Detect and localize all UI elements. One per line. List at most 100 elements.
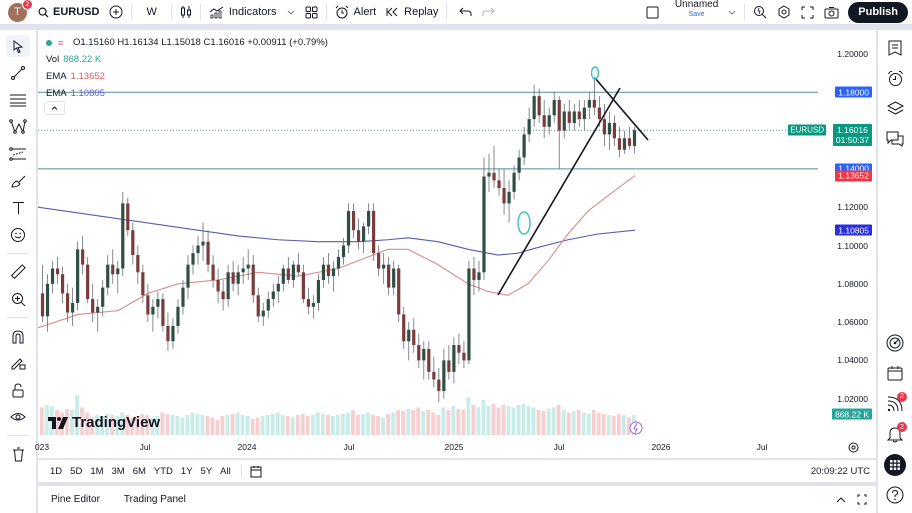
user-avatar[interactable]: T 2 (8, 0, 33, 22)
volume-bar (441, 407, 446, 435)
undo-button[interactable] (454, 0, 477, 24)
candle-body (221, 291, 225, 300)
chats-button[interactable] (882, 127, 908, 153)
chevron-up-icon[interactable] (836, 496, 846, 503)
text-icon (12, 202, 24, 214)
zoom-in-tool[interactable] (6, 288, 30, 310)
emoji-tool[interactable] (6, 224, 30, 246)
maximize-icon[interactable] (857, 494, 867, 505)
settings-icon[interactable] (848, 442, 859, 453)
range-1m[interactable]: 1M (90, 465, 104, 477)
candle-body (76, 249, 80, 303)
screener-button[interactable] (882, 330, 908, 356)
price-label: 1.02000 (837, 393, 868, 404)
symbol-name: EURUSD (53, 6, 100, 18)
time-axis[interactable]: 023 Jul 2024 Jul 2025 Jul 2026 Jul (35, 438, 876, 458)
candle-body (567, 111, 571, 123)
help-button[interactable] (882, 482, 908, 508)
alert-label: Alert (353, 6, 377, 18)
settings-button[interactable] (772, 0, 796, 24)
brush-tool[interactable] (6, 170, 30, 192)
top-toolbar: T 2 EURUSD W Indicators Alert (0, 0, 912, 27)
watchlist-button[interactable] (882, 35, 908, 61)
range-1d[interactable]: 1D (50, 465, 63, 477)
trend-line-tool[interactable] (6, 62, 30, 84)
snapshot-button[interactable] (819, 0, 844, 24)
measure-tool[interactable] (6, 261, 30, 283)
templates-button[interactable] (300, 0, 323, 24)
magnet-tool[interactable] (6, 325, 30, 347)
pattern-tool[interactable] (6, 116, 30, 138)
range-ytd[interactable]: YTD (153, 465, 173, 477)
calendar-button[interactable] (882, 360, 908, 386)
utc-clock[interactable]: 20:09:22 UTC (810, 465, 870, 477)
cursor-tool[interactable] (6, 35, 30, 57)
layout-save-link[interactable]: Save (688, 11, 705, 18)
price-axis[interactable]: 1.20000 1.12000 1.10000 1.08000 1.06000 1.040… (788, 30, 876, 435)
range-5d[interactable]: 5D (70, 465, 83, 477)
tab-pine-editor[interactable]: Pine Editor (51, 494, 100, 505)
volume-bar (566, 412, 571, 435)
replay-button[interactable]: Replay (381, 0, 443, 24)
chart-pane[interactable]: ≡ O1.15160 H1.16134 L1.15018 C1.16016 +0… (35, 30, 876, 458)
notifications-button[interactable]: 2 (882, 421, 908, 447)
range-5y[interactable]: 5Y (200, 465, 213, 477)
ideas-stream-button[interactable]: 2 (882, 391, 908, 417)
volume-bar (486, 406, 491, 435)
candle-body (156, 299, 160, 307)
candle-body (181, 287, 185, 307)
chart-type-button[interactable] (175, 0, 197, 24)
volume-bar (165, 414, 170, 435)
object-tree-button[interactable] (882, 96, 908, 122)
hide-drawings-tool[interactable] (6, 406, 30, 428)
volume-bar (581, 412, 586, 435)
goto-date-icon[interactable] (250, 465, 262, 478)
volume-bar (180, 417, 185, 435)
text-tool[interactable] (6, 197, 30, 219)
ema-slow-legend[interactable]: EMA 1.10805 (46, 85, 328, 102)
range-6m[interactable]: 6M (132, 465, 146, 477)
volume-bar (451, 406, 456, 435)
alerts-button[interactable] (882, 66, 908, 92)
products-menu-button[interactable] (882, 452, 908, 478)
lock-all-tool[interactable] (6, 379, 30, 401)
lock-drawings-tool[interactable] (6, 352, 30, 374)
replay-label: Replay (404, 6, 439, 18)
volume-bar (170, 415, 175, 435)
fullscreen-button[interactable] (796, 0, 819, 24)
volume-bar (416, 407, 421, 435)
ema-fast-legend[interactable]: EMA 1.13652 (46, 68, 328, 85)
layout-name-button[interactable]: Unnamed Save (670, 0, 723, 24)
price-chart-canvas[interactable] (38, 30, 818, 435)
indicators-dropdown[interactable] (282, 0, 300, 24)
tab-trading-panel[interactable]: Trading Panel (123, 494, 186, 505)
divider (131, 4, 133, 20)
volume-bar (456, 409, 461, 435)
redo-button[interactable] (477, 0, 500, 24)
range-3m[interactable]: 3M (111, 465, 125, 477)
layout-dropdown[interactable] (723, 0, 741, 24)
range-1y[interactable]: 1Y (180, 465, 193, 477)
bell-icon (887, 427, 903, 443)
volume-legend[interactable]: Vol 868.22 K (46, 51, 328, 68)
ema-fast-value: 1.13652 (70, 71, 105, 82)
interval-button[interactable]: W (135, 0, 167, 24)
candle-body (241, 268, 245, 273)
symbol-search-button[interactable]: EURUSD (33, 0, 104, 24)
redo-icon (482, 7, 496, 16)
select-layout-checkbox[interactable] (641, 0, 664, 24)
remove-drawings-tool[interactable] (6, 443, 30, 465)
time-label: Jul (139, 442, 151, 452)
indicators-button[interactable]: Indicators (204, 0, 282, 24)
quick-search-button[interactable] (748, 0, 772, 24)
range-all[interactable]: All (220, 465, 231, 477)
tradingview-logo[interactable]: TradingView (48, 414, 160, 431)
watchlist-icon (888, 40, 902, 56)
projection-tool[interactable] (6, 143, 30, 165)
collapse-legend-button[interactable] (44, 101, 65, 115)
compare-symbol-button[interactable] (104, 0, 128, 24)
publish-button[interactable]: Publish (848, 1, 908, 23)
alert-button[interactable]: Alert (330, 0, 382, 24)
volume-bar (346, 412, 350, 435)
fib-tool[interactable] (6, 89, 30, 111)
